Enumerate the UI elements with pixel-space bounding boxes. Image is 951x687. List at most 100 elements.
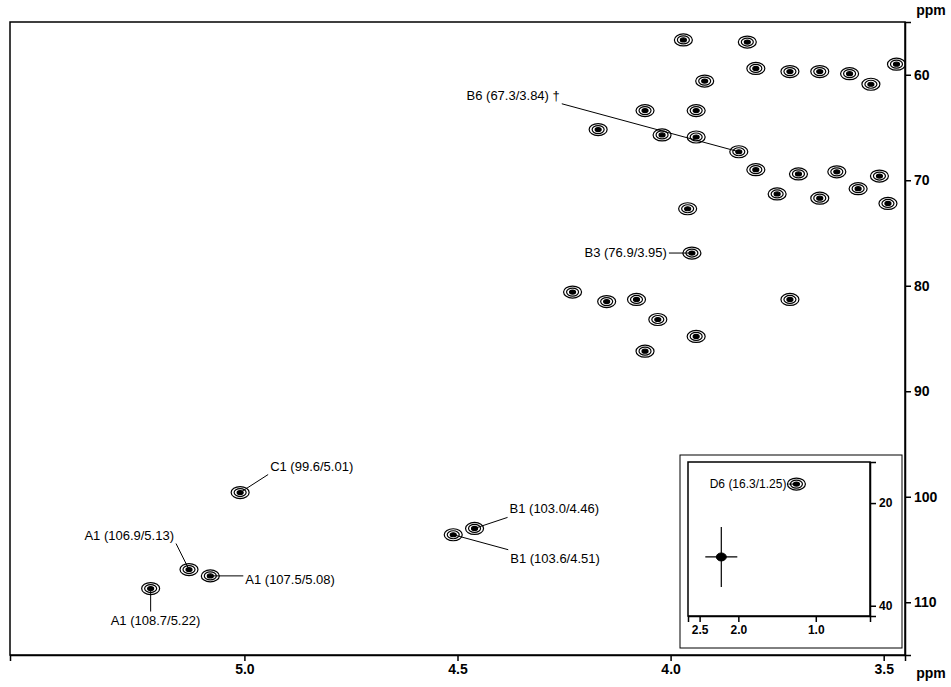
y-axis: 60708090100110 (905, 23, 938, 656)
peak (814, 68, 826, 76)
peak (741, 38, 753, 46)
peak-label: A1 (106.9/5.13) (84, 528, 174, 543)
peak (828, 166, 846, 178)
axis-line (906, 23, 912, 656)
peak (636, 105, 654, 117)
peak (814, 194, 826, 202)
inset-spectrum: 2.52.01.02040D6 (16.3/1.25) (680, 455, 902, 648)
peak (747, 62, 765, 74)
peak (693, 109, 699, 113)
tick-label: 3.5 (874, 661, 894, 677)
peak-label: B1 (103.0/4.46) (510, 501, 600, 516)
peak (682, 205, 694, 213)
peak (604, 300, 610, 304)
peak (882, 199, 894, 207)
peak (870, 170, 888, 182)
peak (789, 168, 807, 180)
leader-line (210, 575, 243, 576)
leader-line (669, 253, 692, 254)
peak (865, 80, 877, 88)
peak (781, 66, 799, 78)
peak (849, 183, 867, 195)
main-spectrum: 5.04.54.03.560708090100110ppmppmA1 (108.… (10, 2, 946, 681)
peak (680, 38, 686, 42)
peak (787, 297, 793, 301)
peak (595, 128, 601, 132)
peak (768, 188, 786, 200)
peak (831, 168, 843, 176)
tick: 40 (870, 599, 893, 613)
tick-label: 2.0 (730, 623, 747, 637)
peak (787, 70, 793, 74)
peak-streak (721, 527, 722, 587)
tick-mark (905, 286, 911, 288)
tick-mark (905, 391, 911, 393)
peak-label: A1 (107.5/5.08) (245, 572, 335, 587)
peak (564, 286, 582, 298)
peak-labels: A1 (108.7/5.22)A1 (106.9/5.13)A1 (107.5/… (84, 88, 738, 628)
tick: 1.0 (808, 616, 825, 637)
tick: 110 (905, 594, 937, 610)
peak (774, 192, 780, 196)
peak (570, 290, 576, 294)
peak (592, 126, 604, 134)
tick-label: 80 (914, 278, 930, 294)
peak (687, 131, 705, 143)
peak (677, 36, 689, 44)
peak (873, 172, 885, 180)
x-axis-title: ppm (916, 665, 946, 681)
peak (567, 288, 579, 296)
peak (844, 70, 856, 78)
tick: 2.5 (692, 616, 709, 637)
peak (893, 62, 899, 66)
tick-mark (905, 602, 911, 604)
peak (631, 295, 643, 303)
peak (699, 77, 711, 85)
peak (649, 314, 667, 326)
tick: 5.0 (235, 655, 255, 677)
tick: 70 (905, 172, 930, 188)
peak (885, 201, 891, 205)
peak (834, 170, 840, 174)
leader-line (788, 484, 796, 485)
tick-label: 4.0 (661, 661, 681, 677)
peak (693, 135, 699, 139)
peak (598, 296, 616, 308)
peak (634, 297, 640, 301)
peak-label: B1 (103.6/4.51) (510, 551, 600, 566)
peak (862, 78, 880, 90)
peak (811, 66, 829, 78)
peak (771, 190, 783, 198)
peak (753, 168, 759, 172)
x-axis: 5.0 4.5 4.0 3.5 (11, 655, 906, 677)
tick-label: 4.5 (448, 661, 468, 677)
peak (817, 196, 823, 200)
tick: 4.0 (661, 655, 681, 677)
leader-line (453, 535, 508, 550)
tick: 90 (905, 383, 930, 399)
peak (674, 34, 692, 46)
peak (693, 334, 699, 338)
tick-label: 5.0 (235, 661, 255, 677)
leader-line (562, 104, 739, 152)
peak (696, 75, 714, 87)
tick: 80 (905, 278, 930, 294)
peak (655, 318, 661, 322)
peak (753, 66, 759, 70)
peak (792, 170, 804, 178)
peaks (705, 478, 805, 587)
peak (784, 68, 796, 76)
tick: 100 (905, 489, 938, 505)
tick-mark (905, 75, 911, 77)
leader-line (240, 475, 268, 493)
tick-mark (738, 616, 740, 622)
peak (690, 332, 702, 340)
tick: 4.5 (448, 655, 468, 677)
tick-label: 40 (879, 599, 893, 613)
leader-line (475, 517, 508, 528)
peak (679, 203, 697, 215)
leader-line (150, 589, 151, 612)
tick-label: 110 (914, 594, 937, 610)
peak (652, 316, 664, 324)
peak-label: B3 (76.9/3.95) (585, 245, 667, 260)
